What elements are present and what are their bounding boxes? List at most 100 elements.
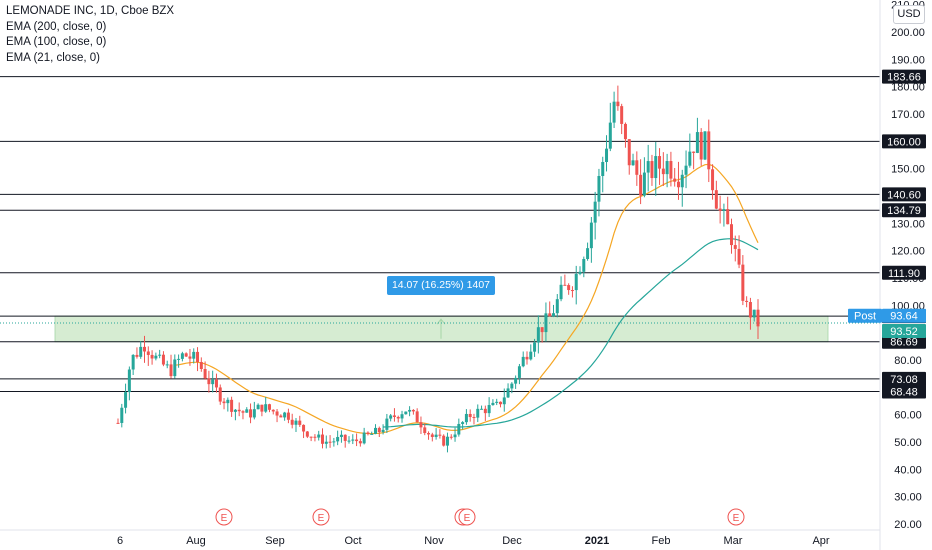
candle-body — [699, 132, 703, 160]
candle-body — [536, 327, 540, 343]
candle-body — [290, 419, 294, 425]
candle-body — [173, 359, 177, 377]
y-tick-130.00: 130.00 — [891, 218, 925, 230]
candle-body — [324, 441, 328, 444]
candle-body — [688, 151, 692, 166]
y-tick-190.00: 190.00 — [891, 54, 925, 66]
candle-body — [169, 364, 173, 377]
candle-body — [574, 273, 578, 291]
candle-body — [434, 434, 438, 437]
candle-body — [737, 248, 741, 265]
candle-body — [582, 259, 586, 272]
candle-body — [722, 209, 726, 211]
candle-body — [389, 415, 393, 419]
candle-body — [555, 299, 559, 314]
candle-body — [695, 132, 699, 153]
x-tick-Aug: Aug — [186, 535, 206, 547]
earnings-marker — [312, 508, 330, 526]
chart-legend: LEMONADE INC, 1D, Cboe BZX EMA (200, clo… — [6, 4, 174, 66]
candle-body — [404, 411, 408, 415]
candle-body — [733, 245, 737, 249]
last-price-tag — [882, 324, 926, 339]
candle-body — [729, 224, 733, 246]
y-tick-20.00: 20.00 — [894, 519, 922, 531]
candle-body — [131, 354, 135, 370]
candle-body — [608, 122, 612, 149]
ema100-line — [383, 238, 759, 428]
level-tag-68.48 — [882, 384, 926, 399]
candle-body — [158, 354, 162, 356]
level-tag-text-111.90: 111.90 — [888, 268, 920, 280]
candle-body — [665, 161, 669, 175]
post-label-text: Post — [854, 311, 876, 323]
candle-body — [476, 408, 480, 418]
candle-body — [177, 358, 181, 360]
candle-body — [135, 354, 139, 357]
level-tag-86.69 — [882, 334, 926, 349]
candle-body — [570, 290, 574, 292]
candle-body — [218, 387, 222, 402]
x-tick-Nov: Nov — [424, 535, 444, 547]
candle-body — [669, 161, 673, 179]
candle-body — [445, 436, 449, 446]
candle-body — [430, 434, 434, 437]
candle-body — [718, 208, 722, 211]
candle-body — [578, 271, 582, 274]
level-tag-text-68.48: 68.48 — [890, 386, 918, 398]
x-tick-6: 6 — [117, 535, 123, 547]
candle-body — [400, 414, 404, 419]
post-price-text: 93.64 — [890, 311, 918, 323]
candle-body — [707, 131, 711, 170]
candle-body — [381, 429, 385, 433]
candle-body — [264, 404, 268, 412]
level-tag-73.08 — [882, 371, 926, 386]
level-tag-160.00 — [882, 134, 926, 149]
earnings-marker-label: E — [733, 513, 740, 524]
candle-body — [309, 436, 313, 438]
candle-body — [642, 172, 646, 196]
y-tick-180.00: 180.00 — [891, 82, 925, 94]
candle-body — [533, 342, 537, 352]
candle-body — [461, 422, 465, 424]
candle-body — [374, 427, 378, 434]
x-tick-Dec: Dec — [502, 535, 522, 547]
level-tag-text-160.00: 160.00 — [887, 136, 921, 148]
candle-body — [415, 411, 419, 423]
candle-body — [502, 397, 506, 405]
candle-body — [385, 418, 389, 430]
candle-body — [207, 378, 211, 385]
y-tick-200.00: 200.00 — [891, 27, 925, 39]
x-tick-Oct: Oct — [344, 535, 361, 547]
candle-body — [252, 409, 256, 418]
candle-body — [654, 156, 658, 179]
candle-body — [298, 420, 302, 425]
level-tag-111.90 — [882, 265, 926, 280]
level-tag-134.79 — [882, 203, 926, 218]
candle-body — [711, 169, 715, 191]
candle-body — [487, 405, 491, 414]
currency-button[interactable]: USD — [893, 5, 925, 24]
earnings-marker-label: E — [464, 513, 471, 524]
candle-body — [355, 439, 359, 442]
candle-body — [684, 165, 688, 175]
level-tag-text-183.66: 183.66 — [887, 72, 921, 84]
candle-body — [116, 422, 120, 424]
candle-body — [358, 441, 362, 444]
level-tag-text-86.69: 86.69 — [890, 337, 918, 349]
candle-body — [514, 377, 518, 384]
level-tag-text-134.79: 134.79 — [887, 205, 921, 217]
candle-body — [328, 441, 332, 443]
candle-body — [411, 409, 415, 412]
candle-body — [226, 399, 230, 404]
candle-body — [302, 424, 306, 432]
level-tag-183.66 — [882, 69, 926, 84]
candle-body — [305, 431, 309, 437]
candle-body — [343, 434, 347, 441]
candle-body — [510, 383, 514, 389]
candle-body — [650, 161, 654, 179]
candle-body — [741, 264, 745, 301]
candle-body — [756, 309, 760, 327]
candle-body — [692, 151, 696, 153]
post-price-tag — [882, 308, 926, 323]
